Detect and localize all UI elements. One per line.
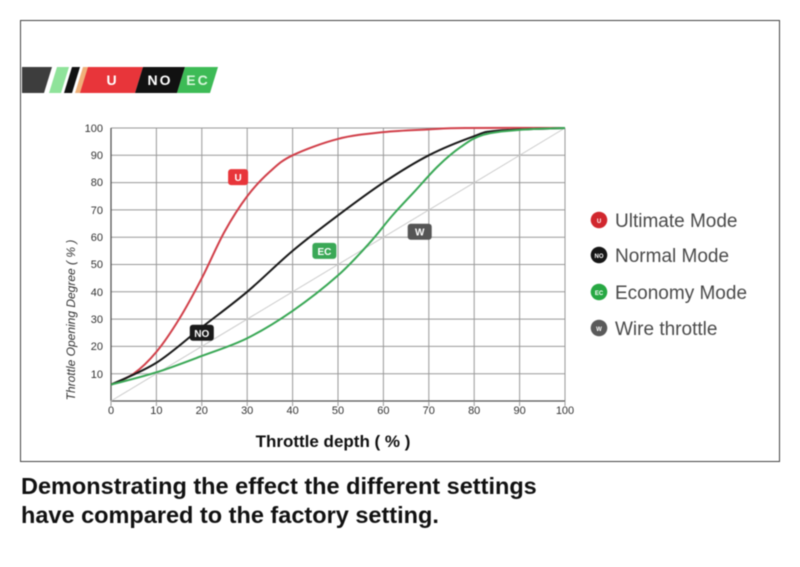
svg-text:EC: EC (595, 291, 604, 297)
svg-text:30: 30 (241, 405, 253, 417)
svg-text:70: 70 (91, 205, 103, 217)
svg-text:W: W (596, 327, 602, 333)
svg-text:Economy Mode: Economy Mode (615, 283, 747, 304)
svg-text:W: W (415, 228, 425, 239)
svg-text:60: 60 (91, 232, 103, 244)
svg-text:50: 50 (91, 259, 103, 271)
svg-text:NO: NO (194, 329, 209, 340)
svg-text:10: 10 (91, 369, 103, 381)
svg-text:80: 80 (468, 405, 480, 417)
svg-text:U: U (234, 173, 241, 184)
svg-text:Wire throttle: Wire throttle (615, 319, 717, 340)
svg-text:U: U (597, 219, 601, 225)
svg-text:100: 100 (85, 123, 103, 135)
svg-text:60: 60 (377, 405, 389, 417)
svg-text:100: 100 (556, 405, 574, 417)
svg-text:30: 30 (91, 314, 103, 326)
svg-text:20: 20 (91, 341, 103, 353)
svg-text:50: 50 (332, 405, 344, 417)
svg-text:20: 20 (196, 405, 208, 417)
svg-text:40: 40 (286, 405, 298, 417)
svg-text:Ultimate Mode: Ultimate Mode (615, 211, 738, 232)
svg-text:80: 80 (91, 177, 103, 189)
svg-text:90: 90 (91, 150, 103, 162)
svg-text:Normal Mode: Normal Mode (615, 246, 729, 267)
svg-text:10: 10 (150, 405, 162, 417)
svg-text:0: 0 (108, 405, 114, 417)
svg-text:40: 40 (91, 287, 103, 299)
svg-text:NO: NO (595, 254, 604, 260)
svg-text:EC: EC (317, 247, 331, 258)
svg-text:Throttle depth ( % ): Throttle depth ( % ) (256, 432, 411, 451)
svg-text:90: 90 (513, 405, 525, 417)
svg-text:70: 70 (423, 405, 435, 417)
svg-text:Throttle Opening Degree ( % ): Throttle Opening Degree ( % ) (64, 240, 78, 401)
